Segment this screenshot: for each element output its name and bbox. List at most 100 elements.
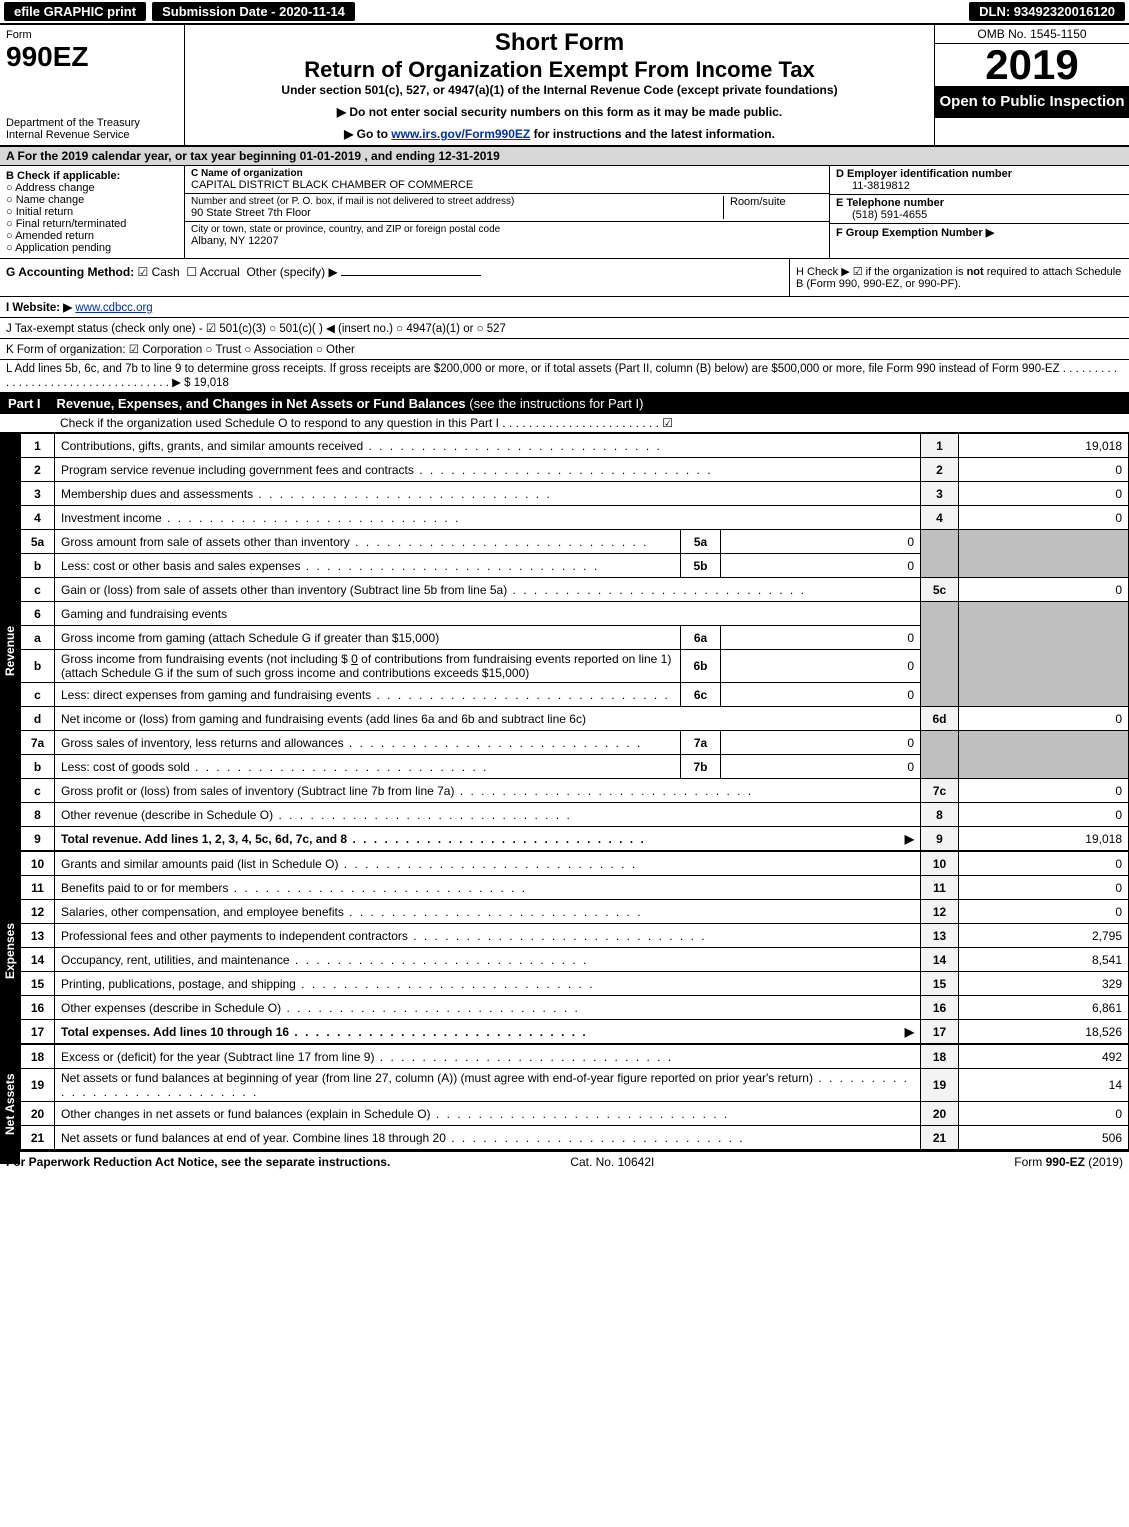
website-link[interactable]: www.cdbcc.org	[75, 302, 152, 314]
l5a-desc: Gross amount from sale of assets other t…	[61, 535, 649, 549]
header-right: OMB No. 1545-1150 2019 Open to Public In…	[934, 25, 1129, 145]
l8-amount: 0	[959, 803, 1129, 827]
part-1-check-o: Check if the organization used Schedule …	[0, 414, 1129, 433]
l6d-num: d	[21, 707, 55, 731]
expenses-side-label: Expenses	[0, 851, 20, 1051]
irs-instructions-link[interactable]: www.irs.gov/Form990EZ	[391, 127, 530, 141]
g-cash-check[interactable]: Cash	[138, 265, 180, 279]
l10-col: 10	[921, 852, 959, 876]
line-5a: 5a Gross amount from sale of assets othe…	[21, 530, 1129, 554]
l17-desc: Total expenses. Add lines 10 through 16	[61, 1025, 588, 1039]
line-14: 14Occupancy, rent, utilities, and mainte…	[21, 948, 1129, 972]
l5b-subval: 0	[721, 554, 921, 578]
l21-amount: 506	[959, 1126, 1129, 1150]
part-1-instr: (see the instructions for Part I)	[469, 396, 643, 411]
l5ab-shaded-col	[921, 530, 959, 578]
l1-desc: Contributions, gifts, grants, and simila…	[61, 439, 662, 453]
dept-irs: Internal Revenue Service	[6, 129, 178, 141]
l5c-amount: 0	[959, 578, 1129, 602]
l7a-subval: 0	[721, 731, 921, 755]
l9-desc: Total revenue. Add lines 1, 2, 3, 4, 5c,…	[61, 832, 646, 846]
l3-amount: 0	[959, 482, 1129, 506]
l19-num: 19	[21, 1069, 55, 1102]
l8-num: 8	[21, 803, 55, 827]
box-c-label: C Name of organization	[191, 168, 823, 179]
l4-desc: Investment income	[61, 511, 460, 525]
dln-badge: DLN: 93492320016120	[969, 2, 1125, 21]
l7b-num: b	[21, 755, 55, 779]
part-1-num: Part I	[8, 396, 41, 411]
l17-amount: 18,526	[959, 1020, 1129, 1044]
box-d-label: D Employer identification number	[836, 168, 1012, 180]
l7ab-shaded-col	[921, 731, 959, 779]
l2-desc: Program service revenue including govern…	[61, 463, 713, 477]
l7c-col: 7c	[921, 779, 959, 803]
l7c-desc: Gross profit or (loss) from sales of inv…	[61, 784, 753, 798]
l3-num: 3	[21, 482, 55, 506]
goto-suffix: for instructions and the latest informat…	[534, 127, 775, 141]
l17-col: 17	[921, 1020, 959, 1044]
l19-col: 19	[921, 1069, 959, 1102]
l1-num: 1	[21, 434, 55, 458]
check-name-change[interactable]: Name change	[6, 194, 178, 206]
l13-col: 13	[921, 924, 959, 948]
net-assets-side-label: Net Assets	[0, 1044, 20, 1164]
l6c-num: c	[21, 683, 55, 707]
line-21: 21Net assets or fund balances at end of …	[21, 1126, 1129, 1150]
header-center: Short Form Return of Organization Exempt…	[185, 25, 934, 145]
l16-num: 16	[21, 996, 55, 1020]
l1-amount: 19,018	[959, 434, 1129, 458]
l10-desc: Grants and similar amounts paid (list in…	[61, 857, 637, 871]
g-other[interactable]: Other (specify) ▶	[246, 265, 337, 279]
l5b-num: b	[21, 554, 55, 578]
l9-amount: 19,018	[959, 827, 1129, 851]
l19-amount: 14	[959, 1069, 1129, 1102]
l6a-subval: 0	[721, 626, 921, 650]
ein-value: 11-3819812	[836, 180, 1123, 192]
l16-desc: Other expenses (describe in Schedule O)	[61, 1001, 580, 1015]
l9-col: 9	[921, 827, 959, 851]
dept-treasury: Department of the Treasury	[6, 117, 178, 129]
l6d-amount: 0	[959, 707, 1129, 731]
revenue-section: Revenue 1 Contributions, gifts, grants, …	[20, 433, 1129, 851]
page-footer: For Paperwork Reduction Act Notice, see …	[0, 1150, 1129, 1172]
under-section-text: Under section 501(c), 527, or 4947(a)(1)…	[193, 83, 926, 97]
l5c-desc: Gain or (loss) from sale of assets other…	[61, 583, 806, 597]
line-17: 17 Total expenses. Add lines 10 through 1…	[21, 1020, 1129, 1044]
check-application-pending[interactable]: Application pending	[6, 242, 178, 254]
g-other-blank[interactable]	[341, 275, 481, 276]
l12-amount: 0	[959, 900, 1129, 924]
box-d-e-f: D Employer identification number 11-3819…	[829, 166, 1129, 258]
l6b-inline-amount: 0	[351, 652, 358, 666]
row-g-h: G Accounting Method: Cash Accrual Other …	[0, 259, 1129, 297]
check-amended-return[interactable]: Amended return	[6, 230, 178, 242]
line-6d: d Net income or (loss) from gaming and f…	[21, 707, 1129, 731]
l6c-subval: 0	[721, 683, 921, 707]
l7b-sublabel: 7b	[681, 755, 721, 779]
l7ab-shaded-amt	[959, 731, 1129, 779]
part-1-header: Part I Revenue, Expenses, and Changes in…	[0, 393, 1129, 414]
l18-col: 18	[921, 1045, 959, 1069]
return-title: Return of Organization Exempt From Incom…	[193, 57, 926, 83]
line-13: 13Professional fees and other payments t…	[21, 924, 1129, 948]
check-address-change[interactable]: Address change	[6, 182, 178, 194]
l18-amount: 492	[959, 1045, 1129, 1069]
g-accrual-check[interactable]: Accrual	[186, 265, 239, 279]
efile-print-badge[interactable]: efile GRAPHIC print	[4, 2, 146, 21]
line-2: 2 Program service revenue including gove…	[21, 458, 1129, 482]
line-5c: c Gain or (loss) from sale of assets oth…	[21, 578, 1129, 602]
footer-form-number: 990-EZ	[1046, 1155, 1085, 1169]
l11-desc: Benefits paid to or for members	[61, 881, 527, 895]
l11-num: 11	[21, 876, 55, 900]
l5a-num: 5a	[21, 530, 55, 554]
l5b-desc: Less: cost or other basis and sales expe…	[61, 559, 599, 573]
l5a-sublabel: 5a	[681, 530, 721, 554]
check-final-return[interactable]: Final return/terminated	[6, 218, 178, 230]
submission-date-badge: Submission Date - 2020-11-14	[152, 2, 355, 21]
l8-col: 8	[921, 803, 959, 827]
l7b-subval: 0	[721, 755, 921, 779]
check-initial-return[interactable]: Initial return	[6, 206, 178, 218]
l7a-num: 7a	[21, 731, 55, 755]
line-12: 12Salaries, other compensation, and empl…	[21, 900, 1129, 924]
l1-col: 1	[921, 434, 959, 458]
